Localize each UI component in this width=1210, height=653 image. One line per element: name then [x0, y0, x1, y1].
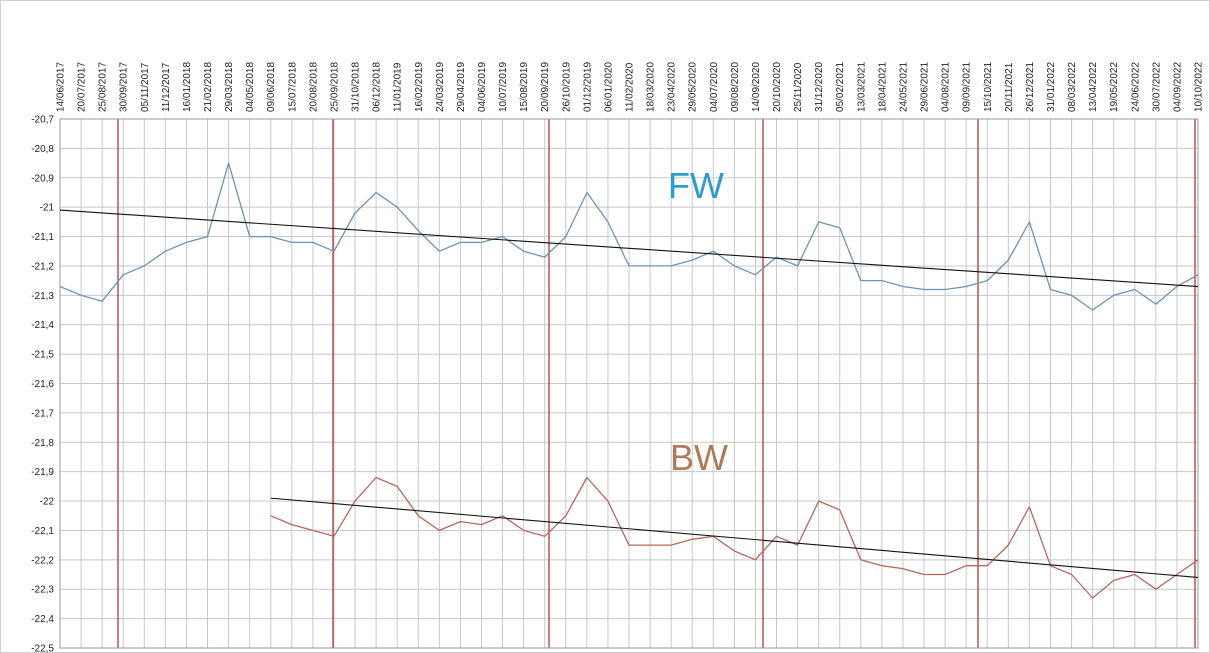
x-tick-label: 23/04/2020 — [667, 62, 678, 112]
x-tick-label: 04/07/2020 — [709, 62, 720, 112]
y-tick-label: -20,8 — [31, 144, 54, 155]
x-tick-label: 05/02/2021 — [835, 62, 846, 112]
x-tick-label: 09/06/2018 — [266, 62, 277, 112]
x-tick-label: 11/01/2019 — [393, 62, 404, 112]
x-tick-label: 31/10/2018 — [351, 62, 362, 112]
x-tick-label: 24/03/2019 — [435, 62, 446, 112]
x-tick-label: 11/12/2017 — [161, 62, 172, 112]
series-line — [270, 476, 1199, 599]
y-tick-label: -22,3 — [31, 585, 54, 596]
x-tick-label: 13/03/2021 — [856, 62, 867, 112]
y-tick-label: -22,2 — [31, 555, 54, 566]
x-tick-label: 10/07/2019 — [498, 62, 509, 112]
x-tick-label: 15/10/2021 — [983, 62, 994, 112]
x-tick-label: 11/02/2020 — [625, 62, 636, 112]
x-tick-label: 18/03/2020 — [646, 62, 657, 112]
x-tick-label: 18/04/2021 — [877, 62, 888, 112]
y-tick-label: -21 — [40, 203, 55, 214]
x-tick-label: 20/08/2018 — [308, 62, 319, 112]
x-tick-label: 31/12/2020 — [814, 62, 825, 112]
x-tick-label: 09/09/2021 — [962, 62, 973, 112]
x-tick-label: 10/10/2022 — [1194, 62, 1205, 112]
x-tick-label: 30/09/2017 — [119, 62, 130, 112]
x-tick-label: 20/11/2021 — [1004, 62, 1015, 112]
x-tick-label: 06/01/2020 — [603, 62, 614, 112]
x-tick-label: 21/02/2018 — [203, 62, 214, 112]
x-tick-label: 29/05/2020 — [688, 62, 699, 112]
plot-frame — [59, 118, 1199, 649]
x-tick-label: 26/10/2019 — [561, 62, 572, 112]
y-tick-label: -21,4 — [31, 320, 54, 331]
x-tick-label: 24/06/2022 — [1130, 62, 1141, 112]
y-tick-label: -21,9 — [31, 467, 54, 478]
x-tick-label: 25/08/2017 — [98, 62, 109, 112]
x-tick-label: 13/04/2022 — [1088, 62, 1099, 112]
y-tick-label: -21,7 — [31, 408, 54, 419]
x-tick-label: 16/02/2019 — [414, 62, 425, 112]
x-tick-label: 29/06/2021 — [920, 62, 931, 112]
x-tick-label: 20/09/2019 — [540, 62, 551, 112]
x-tick-label: 04/06/2019 — [477, 62, 488, 112]
x-tick-label: 29/04/2019 — [456, 62, 467, 112]
x-tick-label: 20/10/2020 — [772, 62, 783, 112]
x-tick-label: 04/08/2021 — [941, 62, 952, 112]
x-tick-label: 25/09/2018 — [329, 62, 340, 112]
x-tick-label: 09/08/2020 — [730, 62, 741, 112]
x-tick-label: 29/03/2018 — [224, 62, 235, 112]
y-tick-label: -21,1 — [31, 232, 54, 243]
y-tick-label: -21,5 — [31, 350, 54, 361]
x-tick-label: 25/11/2020 — [793, 62, 804, 112]
x-tick-label: 16/01/2018 — [182, 62, 193, 112]
x-tick-label: 08/03/2022 — [1067, 62, 1078, 112]
x-tick-label: 24/05/2021 — [898, 62, 909, 112]
y-tick-label: -22,1 — [31, 526, 54, 537]
x-tick-label: 05/11/2017 — [140, 62, 151, 112]
x-tick-label: 04/05/2018 — [245, 62, 256, 112]
x-tick-label: 20/07/2017 — [77, 62, 88, 112]
x-tick-label: 04/09/2022 — [1172, 62, 1183, 112]
y-tick-label: -21,3 — [31, 291, 54, 302]
x-tick-label: 15/08/2019 — [519, 62, 530, 112]
series-label: BW — [670, 437, 728, 478]
y-tick-label: -20,9 — [31, 173, 54, 184]
x-tick-label: 15/07/2018 — [287, 62, 298, 112]
y-tick-label: -20,7 — [31, 115, 54, 126]
y-tick-label: -21,6 — [31, 379, 54, 390]
y-tick-label: -22,4 — [31, 614, 54, 625]
x-tick-label: 31/01/2022 — [1046, 62, 1057, 112]
y-tick-label: -22,5 — [31, 644, 54, 653]
x-tick-label: 14/06/2017 — [56, 62, 67, 112]
x-tick-label: 19/05/2022 — [1109, 62, 1120, 112]
series-line — [59, 162, 1199, 311]
x-tick-label: 01/12/2019 — [582, 62, 593, 112]
y-tick-label: -22 — [40, 497, 55, 508]
x-tick-label: 14/09/2020 — [751, 62, 762, 112]
trend-line — [270, 497, 1199, 579]
x-tick-label: 26/12/2021 — [1025, 62, 1036, 112]
x-tick-label: 06/12/2018 — [372, 62, 383, 112]
reference-lines — [117, 119, 1196, 648]
series-label: FW — [668, 165, 724, 206]
x-tick-label: 30/07/2022 — [1151, 62, 1162, 112]
y-tick-label: -21,8 — [31, 438, 54, 449]
y-tick-label: -21,2 — [31, 261, 54, 272]
trend-line — [59, 209, 1199, 288]
